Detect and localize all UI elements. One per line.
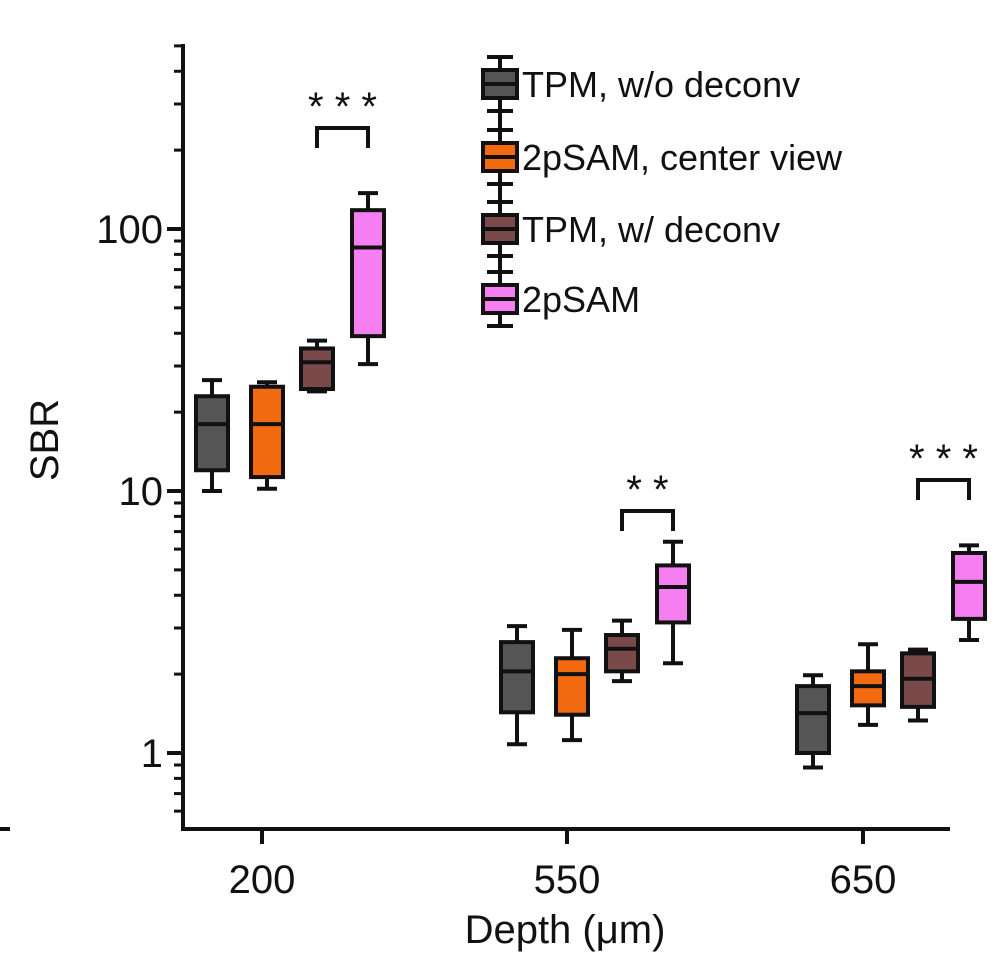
axes: 1 10 100 200 550 650: [0, 44, 950, 902]
y-tick-label: 100: [96, 208, 163, 252]
box-tpm-w-o-deconv-200: [194, 378, 230, 493]
significance-label: * * *: [308, 85, 377, 129]
box-tpm-w-o-deconv-650: [795, 673, 831, 770]
significance-label: * *: [626, 468, 668, 512]
box-iqr: [554, 656, 590, 717]
box-2psam-center-view-650: [850, 642, 886, 727]
x-tick-label: 650: [830, 858, 897, 902]
box-iqr: [249, 384, 285, 480]
x-axis-title: Depth (μm): [465, 908, 666, 952]
box-tpm-w-deconv-550: [604, 618, 640, 684]
box-2psam-center-view-200: [249, 380, 285, 491]
y-tick-label: 10: [119, 470, 164, 514]
box-iqr: [951, 550, 987, 621]
bracket-line: [620, 509, 675, 531]
box-iqr: [795, 684, 831, 755]
x-tick-label: 550: [534, 858, 601, 902]
legend-label: 2pSAM, center view: [522, 137, 843, 178]
box-2psam-200: [350, 191, 386, 367]
legend-label: TPM, w/o deconv: [522, 64, 800, 105]
box-tpm-w-deconv-650: [900, 647, 936, 723]
legend-item-2psam-center-view: 2pSAM, center view: [481, 128, 843, 186]
legend-item-2psam: 2pSAM: [481, 270, 640, 328]
box-2psam-550: [655, 539, 691, 666]
bracket-line: [315, 126, 370, 148]
box-tpm-w-deconv-200: [299, 338, 335, 394]
y-axis-title: SBR: [23, 399, 67, 481]
legend-label: 2pSAM: [522, 279, 640, 320]
box-iqr: [350, 208, 386, 339]
box-tpm-w-o-deconv-550: [499, 624, 535, 747]
plot-area: * * * * * * * *: [194, 85, 987, 770]
x-tick-label: 200: [229, 858, 296, 902]
legend: TPM, w/o deconv 2pSAM, center view TPM, w/…: [481, 55, 843, 328]
box-iqr: [604, 633, 640, 674]
significance-bracket-550: * *: [620, 468, 675, 531]
box-iqr: [499, 640, 535, 715]
legend-label: TPM, w/ deconv: [522, 209, 780, 250]
box-iqr: [194, 394, 230, 473]
y-tick-label: 1: [141, 732, 163, 776]
significance-bracket-200: * * *: [308, 85, 377, 148]
box-2psam-center-view-550: [554, 627, 590, 743]
box-iqr: [850, 669, 886, 708]
significance-label: * * *: [909, 437, 978, 481]
legend-item-tpm-w-o-deconv: TPM, w/o deconv: [481, 55, 800, 113]
box-2psam-650: [951, 543, 987, 642]
box-iqr: [655, 563, 691, 625]
box-iqr: [299, 346, 335, 392]
significance-bracket-650: * * *: [909, 437, 978, 500]
legend-item-tpm-w-deconv: TPM, w/ deconv: [481, 200, 780, 258]
bracket-line: [916, 478, 971, 500]
